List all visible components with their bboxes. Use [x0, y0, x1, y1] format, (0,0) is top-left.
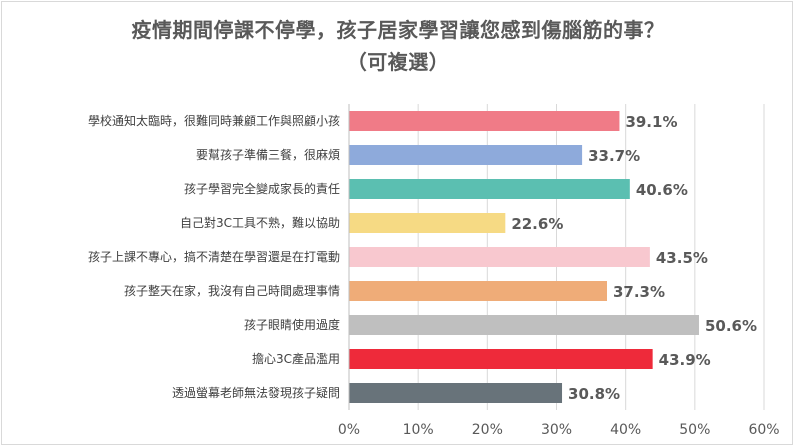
data-label: 50.6%: [705, 317, 757, 335]
bar: [349, 213, 506, 233]
category-label: 孩子整天在家，我沒有自己時間處理事情: [124, 283, 340, 298]
bar: [349, 315, 699, 335]
bar: [349, 383, 563, 403]
x-tick-label: 60%: [748, 422, 779, 438]
category-label: 學校通知太臨時，很難同時兼顧工作與照顧小孩: [88, 113, 340, 128]
data-label: 40.6%: [636, 181, 688, 199]
data-label: 33.7%: [588, 147, 640, 165]
bar: [349, 349, 653, 369]
category-label: 要幫孩子準備三餐，很麻煩: [196, 147, 340, 162]
bar: [349, 179, 630, 199]
category-label: 擔心3C產品濫用: [252, 351, 340, 366]
data-label: 22.6%: [511, 215, 563, 233]
bar: [349, 111, 620, 131]
category-label: 孩子眼睛使用過度: [244, 317, 340, 332]
category-label: 透過螢幕老師無法發現孩子疑問: [172, 385, 340, 400]
category-label: 孩子學習完全變成家長的責任: [184, 181, 340, 196]
chart-title-block: 疫情期間停課不停學，孩子居家學習讓您感到傷腦筋的事？ （可複選）: [0, 14, 796, 78]
data-label: 43.5%: [656, 249, 708, 267]
x-tick-label: 40%: [610, 422, 641, 438]
bar: [349, 281, 607, 301]
category-label: 自己對3C工具不熟，難以協助: [180, 215, 340, 230]
chart-subtitle: （可複選）: [346, 50, 450, 74]
x-tick-label: 30%: [541, 422, 572, 438]
data-label: 43.9%: [659, 351, 711, 369]
x-tick-label: 50%: [679, 422, 710, 438]
data-label: 30.8%: [568, 385, 620, 403]
bar: [349, 247, 650, 267]
x-tick-label: 0%: [338, 422, 360, 438]
x-tick-label: 10%: [403, 422, 434, 438]
category-label: 孩子上課不專心，搞不清楚在學習還是在打電動: [88, 249, 340, 264]
data-label: 39.1%: [625, 113, 677, 131]
data-label: 37.3%: [613, 283, 665, 301]
x-tick-label: 20%: [472, 422, 503, 438]
chart-title: 疫情期間停課不停學，孩子居家學習讓您感到傷腦筋的事？: [131, 18, 665, 42]
bar: [349, 145, 583, 165]
